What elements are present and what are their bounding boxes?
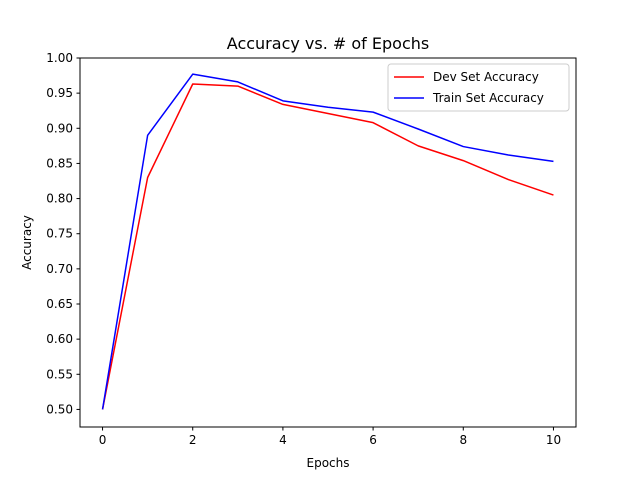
y-axis-label: Accuracy — [20, 215, 34, 270]
legend-label: Train Set Accuracy — [432, 91, 544, 105]
y-tick-label: 0.80 — [46, 192, 73, 206]
y-tick-label: 1.00 — [46, 51, 73, 65]
legend-box — [387, 63, 570, 112]
x-tick-label: 6 — [369, 433, 377, 447]
plot-frame — [79, 57, 577, 428]
y-tick-label: 0.85 — [46, 156, 73, 170]
y-tick-label: 0.55 — [46, 367, 73, 381]
y-tick-label: 0.75 — [46, 227, 73, 241]
x-tick-label: 8 — [459, 433, 467, 447]
x-tick-label: 10 — [546, 433, 561, 447]
plot-lines — [101, 73, 554, 410]
series-line-1 — [101, 83, 554, 410]
y-axis: 0.50 0.55 0.60 0.65 0.70 0.75 0.80 0.85 0.90 0.95… — [46, 51, 80, 416]
y-tick-label: 0.90 — [46, 121, 73, 135]
x-tick-label: 0 — [99, 433, 107, 447]
chart-title: Accuracy vs. # of Epochs — [227, 34, 429, 53]
x-tick-label: 2 — [189, 433, 197, 447]
x-axis-label: Epochs — [307, 456, 350, 470]
series-line-2 — [101, 73, 554, 410]
legend-label: Dev Set Accuracy — [433, 70, 539, 84]
y-tick-label: 0.65 — [46, 297, 73, 311]
y-tick-label: 0.60 — [46, 332, 73, 346]
y-tick-label: 0.95 — [46, 86, 73, 100]
x-tick-label: 4 — [279, 433, 287, 447]
y-tick-label: 0.70 — [46, 262, 73, 276]
x-axis: 0 2 4 6 8 10 — [99, 427, 561, 447]
y-tick-label: 0.50 — [46, 402, 73, 416]
legend: Dev Set Accuracy Train Set Accuracy — [387, 63, 570, 112]
